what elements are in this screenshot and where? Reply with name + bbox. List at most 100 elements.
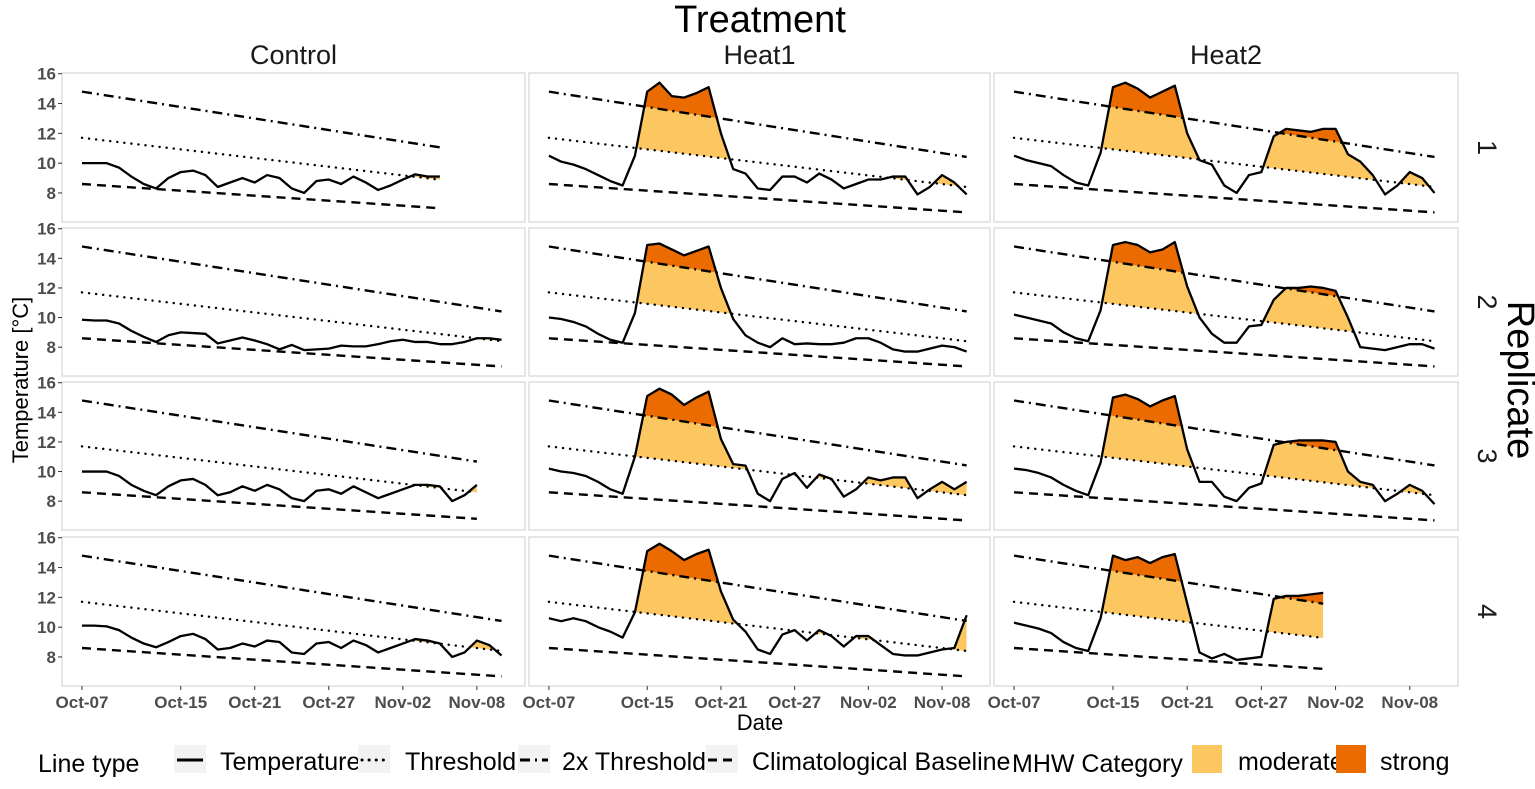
column-strip-label: Control [250,40,337,70]
legend-key-threshold [358,745,390,773]
y-axis-label: Temperature [°C] [8,297,33,464]
panel-border [61,536,526,687]
climatological-baseline-line [548,182,967,214]
temperature-line [81,161,440,195]
x-tick-label: Oct-27 [768,693,821,712]
y-tick-label: 8 [47,492,56,511]
y-tick-label: 12 [37,124,56,143]
panel-border [61,381,526,531]
y-tick-label: 12 [37,588,56,607]
threshold-line [547,291,968,343]
x-tick-label: Nov-02 [374,693,431,712]
temperature-line [81,470,478,503]
temperature-line [548,542,968,657]
y-tick-label: 16 [37,529,56,548]
panel-border [61,72,526,223]
x-tick-label: Oct-21 [694,693,747,712]
threshold-line [80,600,503,653]
panels: Control Heat1 Heat212348101214168101214168… [37,40,1502,712]
mhw-moderate-area [1014,242,1435,342]
x-tick-label: Nov-08 [914,693,971,712]
row-strip-label: 4 [1472,604,1502,619]
threshold-line [1012,445,1436,497]
threshold-line [547,445,968,497]
y-tick-label: 8 [47,648,56,667]
climatological-baseline-line [548,337,967,368]
two-x-threshold-line [81,554,502,623]
two-x-threshold-line [1013,399,1435,467]
x-tick-label: Oct-15 [154,693,207,712]
y-tick-label: 12 [37,433,56,452]
y-tick-label: 12 [37,279,56,298]
legend-label-strong: strong [1380,748,1449,776]
panel-border [993,381,1459,531]
climatological-baseline-line [1013,491,1435,522]
y-tick-label: 14 [37,403,56,422]
facet-panel: Oct-07 Oct-15 Oct-21 Oct-27 Nov-02 Nov-08 [522,536,991,712]
temperature-line [1013,240,1435,352]
legend-label-temperature: Temperature [220,748,360,776]
y-tick-label: 16 [37,65,56,84]
facet-panel [528,381,991,531]
column-strip-label: Heat1 [723,40,795,70]
y-tick-label: 14 [37,249,56,268]
y-tick-label: 16 [37,374,56,393]
x-tick-label: Oct-21 [1161,693,1214,712]
legend-label-climatology: Climatological Baseline [752,748,1010,776]
panel-border [61,227,526,377]
legend-label-2x-threshold: 2x Threshold [562,748,706,776]
threshold-line [1012,600,1325,640]
two-x-threshold-line [548,399,967,467]
x-tick-label: Nov-02 [1307,693,1364,712]
threshold-line [547,136,968,189]
y-tick-label: 14 [37,95,56,114]
threshold-line [80,445,479,494]
two-x-threshold-line [81,90,441,149]
facet-panel [993,72,1459,223]
temperature-line [1013,81,1436,196]
threshold-line [1012,136,1436,189]
y-tick-label: 16 [37,220,56,239]
climatological-baseline-line [81,337,502,368]
y-tick-label: 10 [37,463,56,482]
row-strip-label: 3 [1472,448,1502,463]
two-x-threshold-line [548,554,967,623]
facet-panel: Oct-07 Oct-15 Oct-21 Oct-27 Nov-02 Nov-08 [988,536,1459,712]
mhw-moderate-area [548,82,967,187]
two-x-threshold-line [548,90,967,159]
temperature-line [548,242,968,353]
mhw-moderate-area [548,243,967,342]
panel-border [528,72,991,223]
facet-panel [993,381,1459,531]
panel-border [528,536,991,687]
temperature-line [1013,393,1436,505]
facet-panel: 8 10 12 14 16 [37,374,526,531]
y-tick-label: 10 [37,154,56,173]
legend-swatch-moderate [1192,745,1222,773]
y-tick-label: 10 [37,618,56,637]
y-tick-label: 14 [37,559,56,578]
temperature-line [548,387,968,503]
climatological-baseline-line [81,491,477,520]
facet-panel [993,227,1459,377]
facet-panel [528,227,991,377]
x-axis-label: Date [737,710,783,735]
row-strip-label: 1 [1472,140,1502,155]
x-tick-label: Oct-07 [522,693,575,712]
climatological-baseline-line [1013,182,1435,214]
legend-mhw-category-title: MHW Category [1012,750,1183,778]
x-tick-label: Oct-15 [621,693,674,712]
temperature-line [81,318,502,352]
x-tick-label: Oct-07 [988,693,1041,712]
climatological-baseline-line [548,646,967,678]
y-tick-label: 8 [47,184,56,203]
x-tick-label: Oct-21 [228,693,281,712]
x-tick-label: Oct-27 [1235,693,1288,712]
threshold-line [80,291,503,343]
panel-border [993,72,1459,223]
chart-title: Treatment [674,0,846,41]
threshold-line [547,600,968,653]
legend-line-type-title: Line type [38,750,139,778]
threshold-line [1012,291,1436,343]
legend-label-moderate: moderate [1238,748,1344,776]
